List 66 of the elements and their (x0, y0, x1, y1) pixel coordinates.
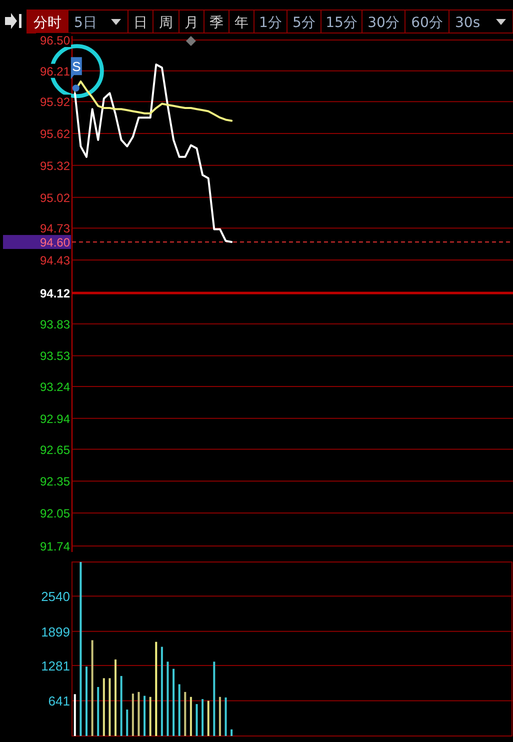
bar (86, 666, 88, 736)
line-series (74, 80, 233, 122)
bar (218, 696, 221, 736)
bar (114, 659, 117, 736)
bar (190, 696, 192, 736)
bar (132, 694, 134, 736)
y-tick-label: 94.73 (40, 222, 70, 236)
y-tick-label: 92.05 (40, 506, 70, 521)
bar (172, 668, 175, 736)
y-tick-label: 92.65 (40, 442, 70, 457)
text: 月 (184, 15, 198, 31)
text: 季 (210, 15, 224, 31)
y-tick-label: 93.24 (40, 380, 70, 394)
line-series (74, 63, 233, 243)
bar (166, 662, 169, 736)
bar (196, 704, 198, 736)
bar (108, 678, 111, 736)
text: 30分 (368, 15, 400, 31)
bar (184, 692, 186, 736)
y-tick-label: 95.92 (40, 95, 70, 110)
text: 15分 (326, 15, 358, 31)
bar (149, 696, 152, 736)
text: 周 (159, 15, 173, 31)
y-tick-label: 93.53 (40, 349, 70, 364)
bar (97, 686, 100, 736)
text: 30s (455, 15, 480, 31)
text: 60分 (411, 15, 443, 31)
bar (230, 729, 233, 736)
y-tick-label: 92.94 (40, 412, 70, 426)
bar (155, 642, 158, 736)
bar (74, 694, 76, 736)
bar (202, 699, 204, 736)
y-tick-label: 1281 (41, 658, 70, 674)
bar (224, 697, 227, 736)
bar (120, 676, 122, 736)
y-tick-label: 94.43 (40, 254, 70, 268)
text: 日 (134, 15, 148, 31)
text: 1分 (259, 15, 282, 31)
y-tick-label: 91.74 (40, 540, 70, 554)
bar (126, 710, 128, 736)
y-tick-label: 95.62 (40, 127, 70, 142)
y-tick-label: 1899 (41, 624, 70, 640)
y-tick-label: 96.21 (40, 64, 70, 78)
ref-line-label: 94.60 (40, 235, 70, 250)
text: 年 (234, 15, 248, 31)
y-tick-label: 95.32 (40, 158, 70, 173)
bar (207, 700, 210, 736)
bar (138, 692, 140, 736)
bar (160, 646, 163, 736)
text: 分时 (34, 15, 62, 31)
annotation: S (72, 59, 82, 74)
y-tick-label: 96.50 (40, 34, 70, 48)
bar (80, 562, 82, 736)
bar (102, 678, 105, 736)
bar (213, 662, 216, 736)
bar (178, 684, 180, 736)
bar (144, 696, 146, 736)
y-tick-label: 94.12 (40, 286, 70, 300)
y-tick-label: 93.83 (40, 317, 70, 332)
text: 5分 (292, 15, 316, 31)
y-tick-label: 641 (48, 694, 70, 709)
y-tick-label: 2540 (41, 589, 70, 604)
text: 5日 (74, 15, 97, 31)
y-tick-label: 92.35 (40, 474, 70, 489)
y-tick-label: 95.02 (40, 190, 70, 205)
bar (91, 640, 94, 736)
